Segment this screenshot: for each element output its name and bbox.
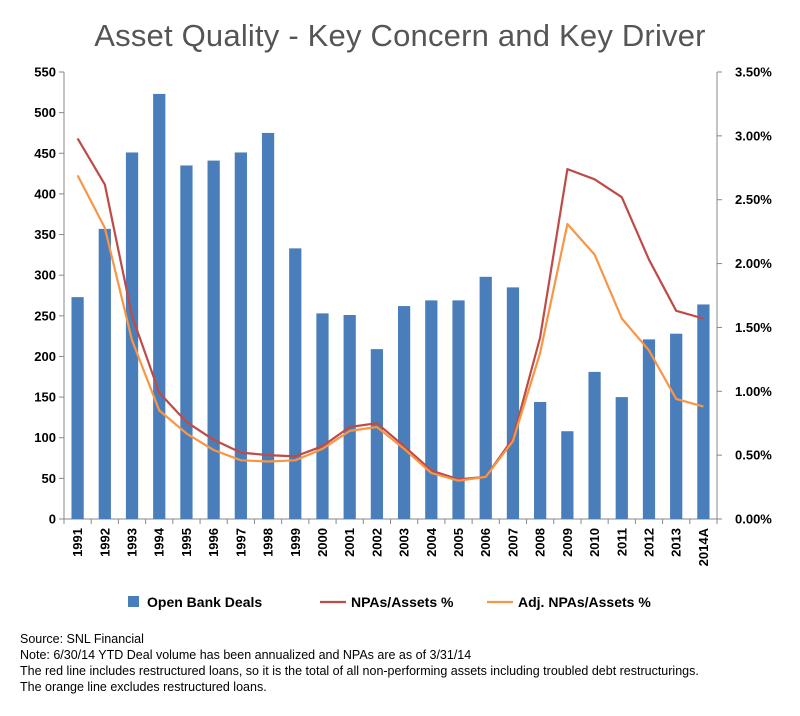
left-tick-label: 0 bbox=[49, 512, 56, 527]
note-red-line: The red line includes restructured loans… bbox=[20, 664, 699, 678]
legend-label: NPAs/Assets % bbox=[351, 594, 454, 610]
bar bbox=[452, 300, 465, 519]
right-tick-label: 2.00% bbox=[735, 256, 772, 271]
x-tick-label: 2013 bbox=[669, 528, 684, 557]
bar bbox=[343, 315, 356, 519]
left-tick-label: 450 bbox=[34, 146, 56, 161]
bar bbox=[261, 132, 275, 520]
right-tick-label: 1.00% bbox=[735, 384, 772, 399]
x-tick-label: 1992 bbox=[97, 528, 112, 557]
note-annualized: Note: 6/30/14 YTD Deal volume has been a… bbox=[20, 648, 472, 662]
bar bbox=[289, 248, 302, 519]
left-tick-label: 100 bbox=[34, 430, 56, 445]
x-tick-label: 1996 bbox=[206, 528, 221, 557]
x-tick-label: 2009 bbox=[560, 528, 575, 557]
right-tick-label: 2.50% bbox=[735, 192, 772, 207]
bars bbox=[71, 93, 710, 520]
x-tick-label: 1999 bbox=[288, 528, 303, 557]
left-tick-label: 350 bbox=[34, 227, 56, 242]
bar bbox=[370, 349, 384, 519]
left-tick-label: 150 bbox=[34, 390, 56, 405]
bar bbox=[234, 152, 247, 519]
x-tick-label: 2012 bbox=[641, 528, 656, 557]
x-tick-label: 2001 bbox=[342, 528, 357, 557]
x-tick-label: 2011 bbox=[614, 528, 629, 556]
x-tick-label: 1993 bbox=[125, 528, 140, 557]
left-tick-label: 400 bbox=[34, 186, 56, 201]
legend: Open Bank Deals NPAs/Assets % Adj. NPAs/As… bbox=[128, 594, 651, 610]
x-tick-label: 1995 bbox=[179, 528, 194, 557]
left-tick-label: 250 bbox=[34, 308, 56, 323]
series-line bbox=[76, 174, 704, 482]
bar bbox=[425, 300, 438, 519]
right-tick-label: 0.50% bbox=[735, 448, 772, 463]
right-tick-label: 1.50% bbox=[735, 320, 772, 335]
x-tick-label: 1991 bbox=[70, 528, 85, 557]
lines bbox=[76, 137, 704, 482]
x-tick-label: 1997 bbox=[233, 528, 248, 557]
chart-title: Asset Quality - Key Concern and Key Driv… bbox=[94, 18, 706, 53]
x-tick-label: 2007 bbox=[505, 528, 520, 557]
x-tick-label: 2010 bbox=[587, 528, 602, 557]
x-tick-label: 1998 bbox=[261, 528, 276, 557]
x-tick-label: 2014A bbox=[696, 527, 711, 566]
bar bbox=[642, 339, 656, 519]
bar bbox=[98, 228, 111, 519]
left-tick-label: 50 bbox=[42, 471, 56, 486]
x-tick-label: 2004 bbox=[424, 527, 439, 557]
note-source: Source: SNL Financial bbox=[20, 632, 144, 646]
x-tick-label: 2008 bbox=[533, 528, 548, 557]
legend-label: Adj. NPAs/Assets % bbox=[518, 594, 651, 610]
bar bbox=[316, 313, 329, 519]
bar bbox=[506, 287, 520, 519]
left-tick-label: 200 bbox=[34, 349, 56, 364]
bar bbox=[397, 306, 411, 519]
note-orange-line: The orange line excludes restructured lo… bbox=[20, 680, 267, 694]
bar bbox=[588, 371, 601, 519]
left-tick-label: 550 bbox=[34, 65, 56, 80]
bar bbox=[479, 276, 492, 519]
bar bbox=[615, 397, 628, 519]
x-tick-label: 1994 bbox=[152, 527, 167, 557]
left-tick-label: 500 bbox=[34, 105, 56, 120]
chart-svg: 0 50 100 150 200 250 300 350 400 450 500 550 0.00% 0.… bbox=[34, 65, 772, 611]
x-tick-label: 2000 bbox=[315, 528, 330, 557]
bar bbox=[561, 431, 574, 519]
bar bbox=[71, 297, 84, 519]
series-line bbox=[76, 137, 704, 481]
bar bbox=[153, 93, 166, 519]
right-tick-label: 3.50% bbox=[735, 65, 772, 80]
right-tick-label: 3.00% bbox=[735, 128, 772, 143]
bar bbox=[697, 304, 710, 519]
notes: Source: SNL Financial Note: 6/30/14 YTD … bbox=[20, 631, 699, 695]
x-tick-label: 2005 bbox=[451, 528, 466, 557]
x-tick-label: 2003 bbox=[397, 528, 412, 557]
bar bbox=[534, 401, 547, 519]
x-tick-label: 2006 bbox=[478, 528, 493, 557]
legend-label: Open Bank Deals bbox=[147, 594, 262, 610]
right-tick-label: 0.00% bbox=[735, 512, 772, 527]
legend-swatch bbox=[128, 596, 139, 607]
bar bbox=[670, 333, 683, 519]
x-tick-label: 2002 bbox=[369, 528, 384, 557]
bar bbox=[180, 165, 193, 520]
axes: 0 50 100 150 200 250 300 350 400 450 500 550 0.00% 0.… bbox=[34, 65, 772, 567]
left-tick-label: 300 bbox=[34, 268, 56, 283]
bar bbox=[207, 160, 220, 519]
